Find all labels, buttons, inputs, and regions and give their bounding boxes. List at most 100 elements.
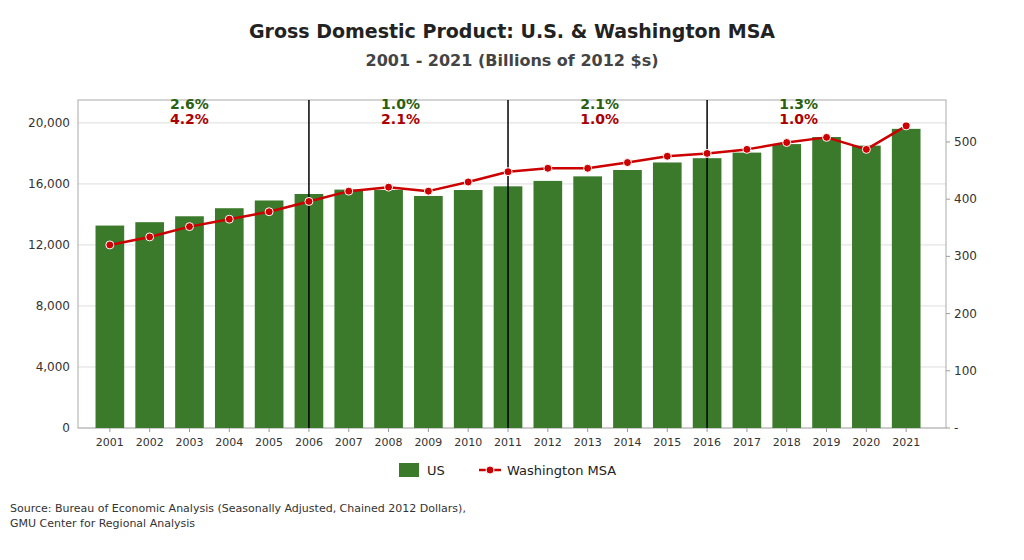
bar: [175, 216, 204, 428]
bar: [573, 176, 602, 428]
annotation: 1.0%: [580, 111, 619, 127]
point: [663, 152, 671, 160]
x-tick: [587, 428, 588, 432]
source-line: GMU Center for Regional Analysis: [10, 517, 195, 530]
x-tick: [348, 428, 349, 432]
x-tick-label: 2008: [375, 436, 403, 449]
legend-label: US: [427, 463, 445, 478]
subtitle: 2001 - 2021 (Billions of 2012 $s): [366, 51, 659, 70]
annotation: 4.2%: [170, 111, 209, 127]
x-tick-label: 2012: [534, 436, 562, 449]
y2-tick: [946, 370, 950, 371]
y2-tick: [946, 428, 950, 429]
annotation: 2.1%: [381, 111, 420, 127]
y2-tick: [946, 313, 950, 314]
line: [110, 126, 906, 245]
x-tick-label: 2007: [335, 436, 363, 449]
y-tick-label: 8,000: [36, 299, 70, 313]
point: [185, 223, 193, 231]
bar: [653, 162, 682, 428]
annotation: 2.1%: [580, 96, 619, 112]
y2-tick-label: -: [954, 421, 958, 435]
bar: [215, 208, 244, 428]
bar: [454, 190, 483, 428]
point: [265, 208, 273, 216]
x-tick-label: 2001: [96, 436, 124, 449]
y-tick-label: 0: [62, 421, 70, 435]
x-tick: [547, 428, 548, 432]
plot-area: [96, 100, 921, 428]
x-tick-label: 2010: [454, 436, 482, 449]
x-tick: [508, 428, 509, 432]
y-tick-label: 4,000: [36, 360, 70, 374]
x-tick-label: 2011: [494, 436, 522, 449]
point: [703, 149, 711, 157]
bar: [534, 181, 563, 428]
x-tick: [468, 428, 469, 432]
point: [823, 133, 831, 141]
y2-tick-label: 300: [954, 249, 977, 263]
point: [783, 139, 791, 147]
point: [305, 197, 313, 205]
x-tick-label: 2006: [295, 436, 323, 449]
x-tick: [269, 428, 270, 432]
point: [106, 241, 114, 249]
x-tick: [308, 428, 309, 432]
x-tick-label: 2019: [813, 436, 841, 449]
point: [544, 164, 552, 172]
y2-tick: [946, 256, 950, 257]
point: [424, 187, 432, 195]
point: [385, 183, 393, 191]
x-tick: [707, 428, 708, 432]
y2-tick: [946, 199, 950, 200]
point: [504, 168, 512, 176]
bar: [374, 190, 403, 428]
vertical-line: [308, 100, 310, 428]
annotation: 1.0%: [779, 111, 818, 127]
bar: [255, 200, 284, 428]
title: Gross Domestic Product: U.S. & Washingto…: [249, 20, 775, 42]
x-tick: [388, 428, 389, 432]
x-tick: [627, 428, 628, 432]
source: Source: Bureau of Economic Analysis (Sea…: [10, 502, 466, 530]
bar: [613, 170, 642, 428]
point: [902, 122, 910, 130]
y2-tick-label: 100: [954, 364, 977, 378]
bar: [772, 144, 801, 428]
bar: [892, 129, 921, 428]
x-tick: [786, 428, 787, 432]
y-tick-label: 16,000: [28, 177, 70, 191]
x-tick-label: 2015: [653, 436, 681, 449]
point: [146, 233, 154, 241]
y2-tick: [946, 141, 950, 142]
grid: [78, 123, 946, 428]
point: [584, 164, 592, 172]
x-tick: [229, 428, 230, 432]
y-tick-label: 20,000: [28, 116, 70, 130]
x-tick-label: 2005: [255, 436, 283, 449]
x-tick-label: 2018: [773, 436, 801, 449]
bar: [334, 190, 363, 428]
x-tick-label: 2021: [892, 436, 920, 449]
x-tick: [428, 428, 429, 432]
point: [225, 215, 233, 223]
x-tick-label: 2017: [733, 436, 761, 449]
point: [743, 145, 751, 153]
plot-frame: [78, 100, 946, 428]
x-tick: [866, 428, 867, 432]
x-tick: [826, 428, 827, 432]
x-tick-label: 2009: [414, 436, 442, 449]
x-tick: [109, 428, 110, 432]
legend: USWashington MSA: [399, 463, 616, 478]
x-tick: [746, 428, 747, 432]
bar: [733, 153, 762, 428]
point: [862, 145, 870, 153]
x-tick-label: 2002: [136, 436, 164, 449]
legend-marker: [486, 466, 494, 474]
vertical-line: [507, 100, 509, 428]
annotation: 1.3%: [779, 96, 818, 112]
annotation: 2.6%: [170, 96, 209, 112]
x-tick-label: 2004: [215, 436, 243, 449]
x-tick: [149, 428, 150, 432]
bar: [852, 146, 881, 428]
